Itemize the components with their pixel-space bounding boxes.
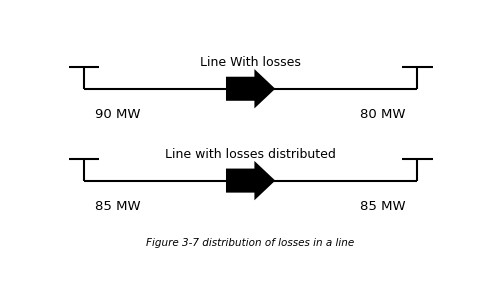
Text: 85 MW: 85 MW	[95, 200, 141, 213]
Text: Figure 3-7 distribution of losses in a line: Figure 3-7 distribution of losses in a l…	[146, 238, 354, 248]
Text: Line with losses distributed: Line with losses distributed	[165, 148, 335, 161]
Text: 85 MW: 85 MW	[360, 200, 405, 213]
Text: 90 MW: 90 MW	[95, 108, 141, 122]
Text: 80 MW: 80 MW	[360, 108, 405, 122]
Polygon shape	[225, 69, 275, 108]
Text: Line With losses: Line With losses	[200, 56, 301, 69]
Polygon shape	[225, 161, 275, 200]
